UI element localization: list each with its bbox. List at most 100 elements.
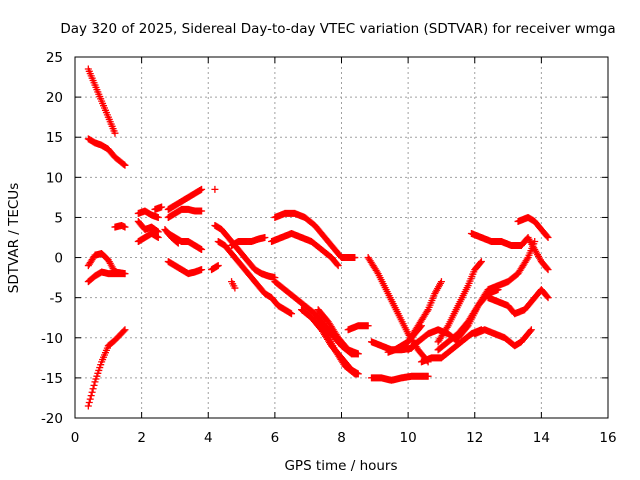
series-arc27 xyxy=(314,306,362,358)
data-point xyxy=(544,266,552,274)
x-tick-label: 0 xyxy=(71,430,80,446)
series-arc21 xyxy=(228,278,239,292)
series-arc16 xyxy=(211,185,219,193)
data-point xyxy=(85,399,93,407)
series-arc39 xyxy=(471,326,535,350)
data-point xyxy=(173,238,181,246)
data-point xyxy=(333,260,341,268)
series-arc7 xyxy=(134,207,162,221)
series-arc17 xyxy=(211,221,279,282)
series-arc34 xyxy=(417,326,485,366)
data-point xyxy=(198,266,206,274)
data-point xyxy=(523,255,531,263)
data-point xyxy=(351,254,359,262)
data-point xyxy=(198,185,206,193)
y-tick-label: -15 xyxy=(41,371,63,387)
x-tick-label: 2 xyxy=(137,430,146,446)
series-arc12 xyxy=(164,205,206,221)
series-arc42 xyxy=(344,322,372,334)
series-arc2 xyxy=(84,135,129,169)
data-point xyxy=(424,372,432,380)
series-arc15 xyxy=(161,225,182,247)
data-point xyxy=(158,203,166,211)
data-point xyxy=(354,350,362,358)
data-point xyxy=(121,223,129,231)
data-point xyxy=(443,323,451,331)
data-point xyxy=(543,232,551,240)
series-arc5 xyxy=(84,326,129,410)
series-arc36 xyxy=(434,258,485,346)
series-arc40 xyxy=(484,286,552,318)
data-point xyxy=(476,259,484,267)
x-tick-label: 8 xyxy=(337,430,346,446)
data-point xyxy=(87,392,95,400)
data-point xyxy=(477,258,485,266)
data-points xyxy=(84,65,552,410)
data-point xyxy=(544,294,552,302)
series-arc41 xyxy=(514,213,552,241)
y-tick-label: 20 xyxy=(46,90,63,106)
series-arc8 xyxy=(134,217,162,236)
chart-title: Day 320 of 2025, Sidereal Day-to-day VTE… xyxy=(60,21,615,37)
y-tick-label: -5 xyxy=(50,291,63,307)
data-point xyxy=(527,326,535,334)
data-point xyxy=(111,129,119,137)
series-arc9 xyxy=(134,229,162,246)
data-point xyxy=(526,327,534,335)
data-point xyxy=(334,262,342,270)
y-axis-label: SDTVAR / TECUs xyxy=(6,183,22,293)
data-point xyxy=(154,234,162,241)
series-arc6 xyxy=(111,221,129,231)
plot-frame xyxy=(74,56,609,419)
y-tick-label: 15 xyxy=(46,130,63,146)
data-point xyxy=(354,370,362,378)
x-tick-label: 6 xyxy=(271,430,280,446)
data-point xyxy=(543,293,551,301)
data-point xyxy=(211,185,219,193)
data-point xyxy=(198,207,206,215)
data-point xyxy=(423,307,431,315)
series-arc22 xyxy=(271,209,359,262)
data-point xyxy=(84,402,92,410)
series-arc23 xyxy=(268,229,342,270)
y-tick-label: -20 xyxy=(41,411,63,427)
data-point xyxy=(320,324,328,332)
series-arc20 xyxy=(208,262,222,274)
series-arc28 xyxy=(367,372,432,384)
series-arc37 xyxy=(454,238,539,342)
series-arc38 xyxy=(467,229,552,274)
series-arc26 xyxy=(311,310,362,378)
data-point xyxy=(214,262,222,270)
data-point xyxy=(121,270,129,278)
y-tick-label: -10 xyxy=(41,331,63,347)
series-arc11 xyxy=(164,185,206,213)
data-point xyxy=(231,284,239,292)
series-arc33 xyxy=(404,278,445,346)
data-point xyxy=(288,310,296,318)
data-point xyxy=(154,213,162,221)
data-point xyxy=(120,327,128,335)
data-point xyxy=(174,239,182,247)
series-arc14 xyxy=(164,258,206,278)
data-point xyxy=(544,234,552,241)
axis-ticks: 0 2 4 6 8 10 12 14 16 -20 -15 -10 -5 0 5 10 15 20 25 xyxy=(41,50,617,446)
x-tick-label: 10 xyxy=(400,430,417,446)
series-arc19 xyxy=(228,234,269,250)
data-point xyxy=(373,268,381,276)
data-point xyxy=(261,234,269,241)
x-tick-label: 14 xyxy=(533,430,550,446)
x-tick-label: 16 xyxy=(599,430,616,446)
data-point xyxy=(86,395,94,403)
data-point xyxy=(120,160,128,168)
y-tick-label: 5 xyxy=(54,210,63,226)
series-arc1 xyxy=(84,65,119,137)
y-tick-label: 10 xyxy=(46,170,63,186)
y-tick-label: 25 xyxy=(46,50,63,66)
data-point xyxy=(543,264,551,272)
series-arc10 xyxy=(151,203,166,213)
series-arc18 xyxy=(214,238,296,318)
series-arc4 xyxy=(84,268,129,286)
data-point xyxy=(437,278,445,286)
x-axis-label: GPS time / hours xyxy=(284,458,397,474)
